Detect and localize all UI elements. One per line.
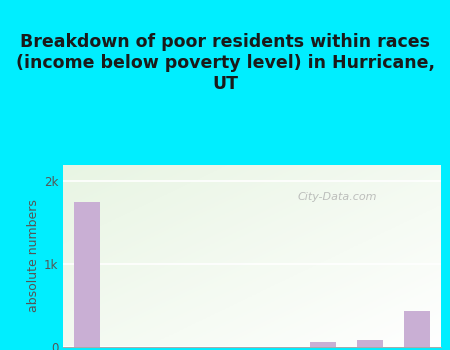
Bar <box>405 311 430 346</box>
Y-axis label: absolute numbers: absolute numbers <box>27 199 40 312</box>
Bar <box>310 342 336 346</box>
Text: Breakdown of poor residents within races
(income below poverty level) in Hurrica: Breakdown of poor residents within races… <box>15 33 435 93</box>
Text: City-Data.com: City-Data.com <box>297 192 377 202</box>
Bar <box>357 340 383 346</box>
Bar <box>74 202 99 346</box>
